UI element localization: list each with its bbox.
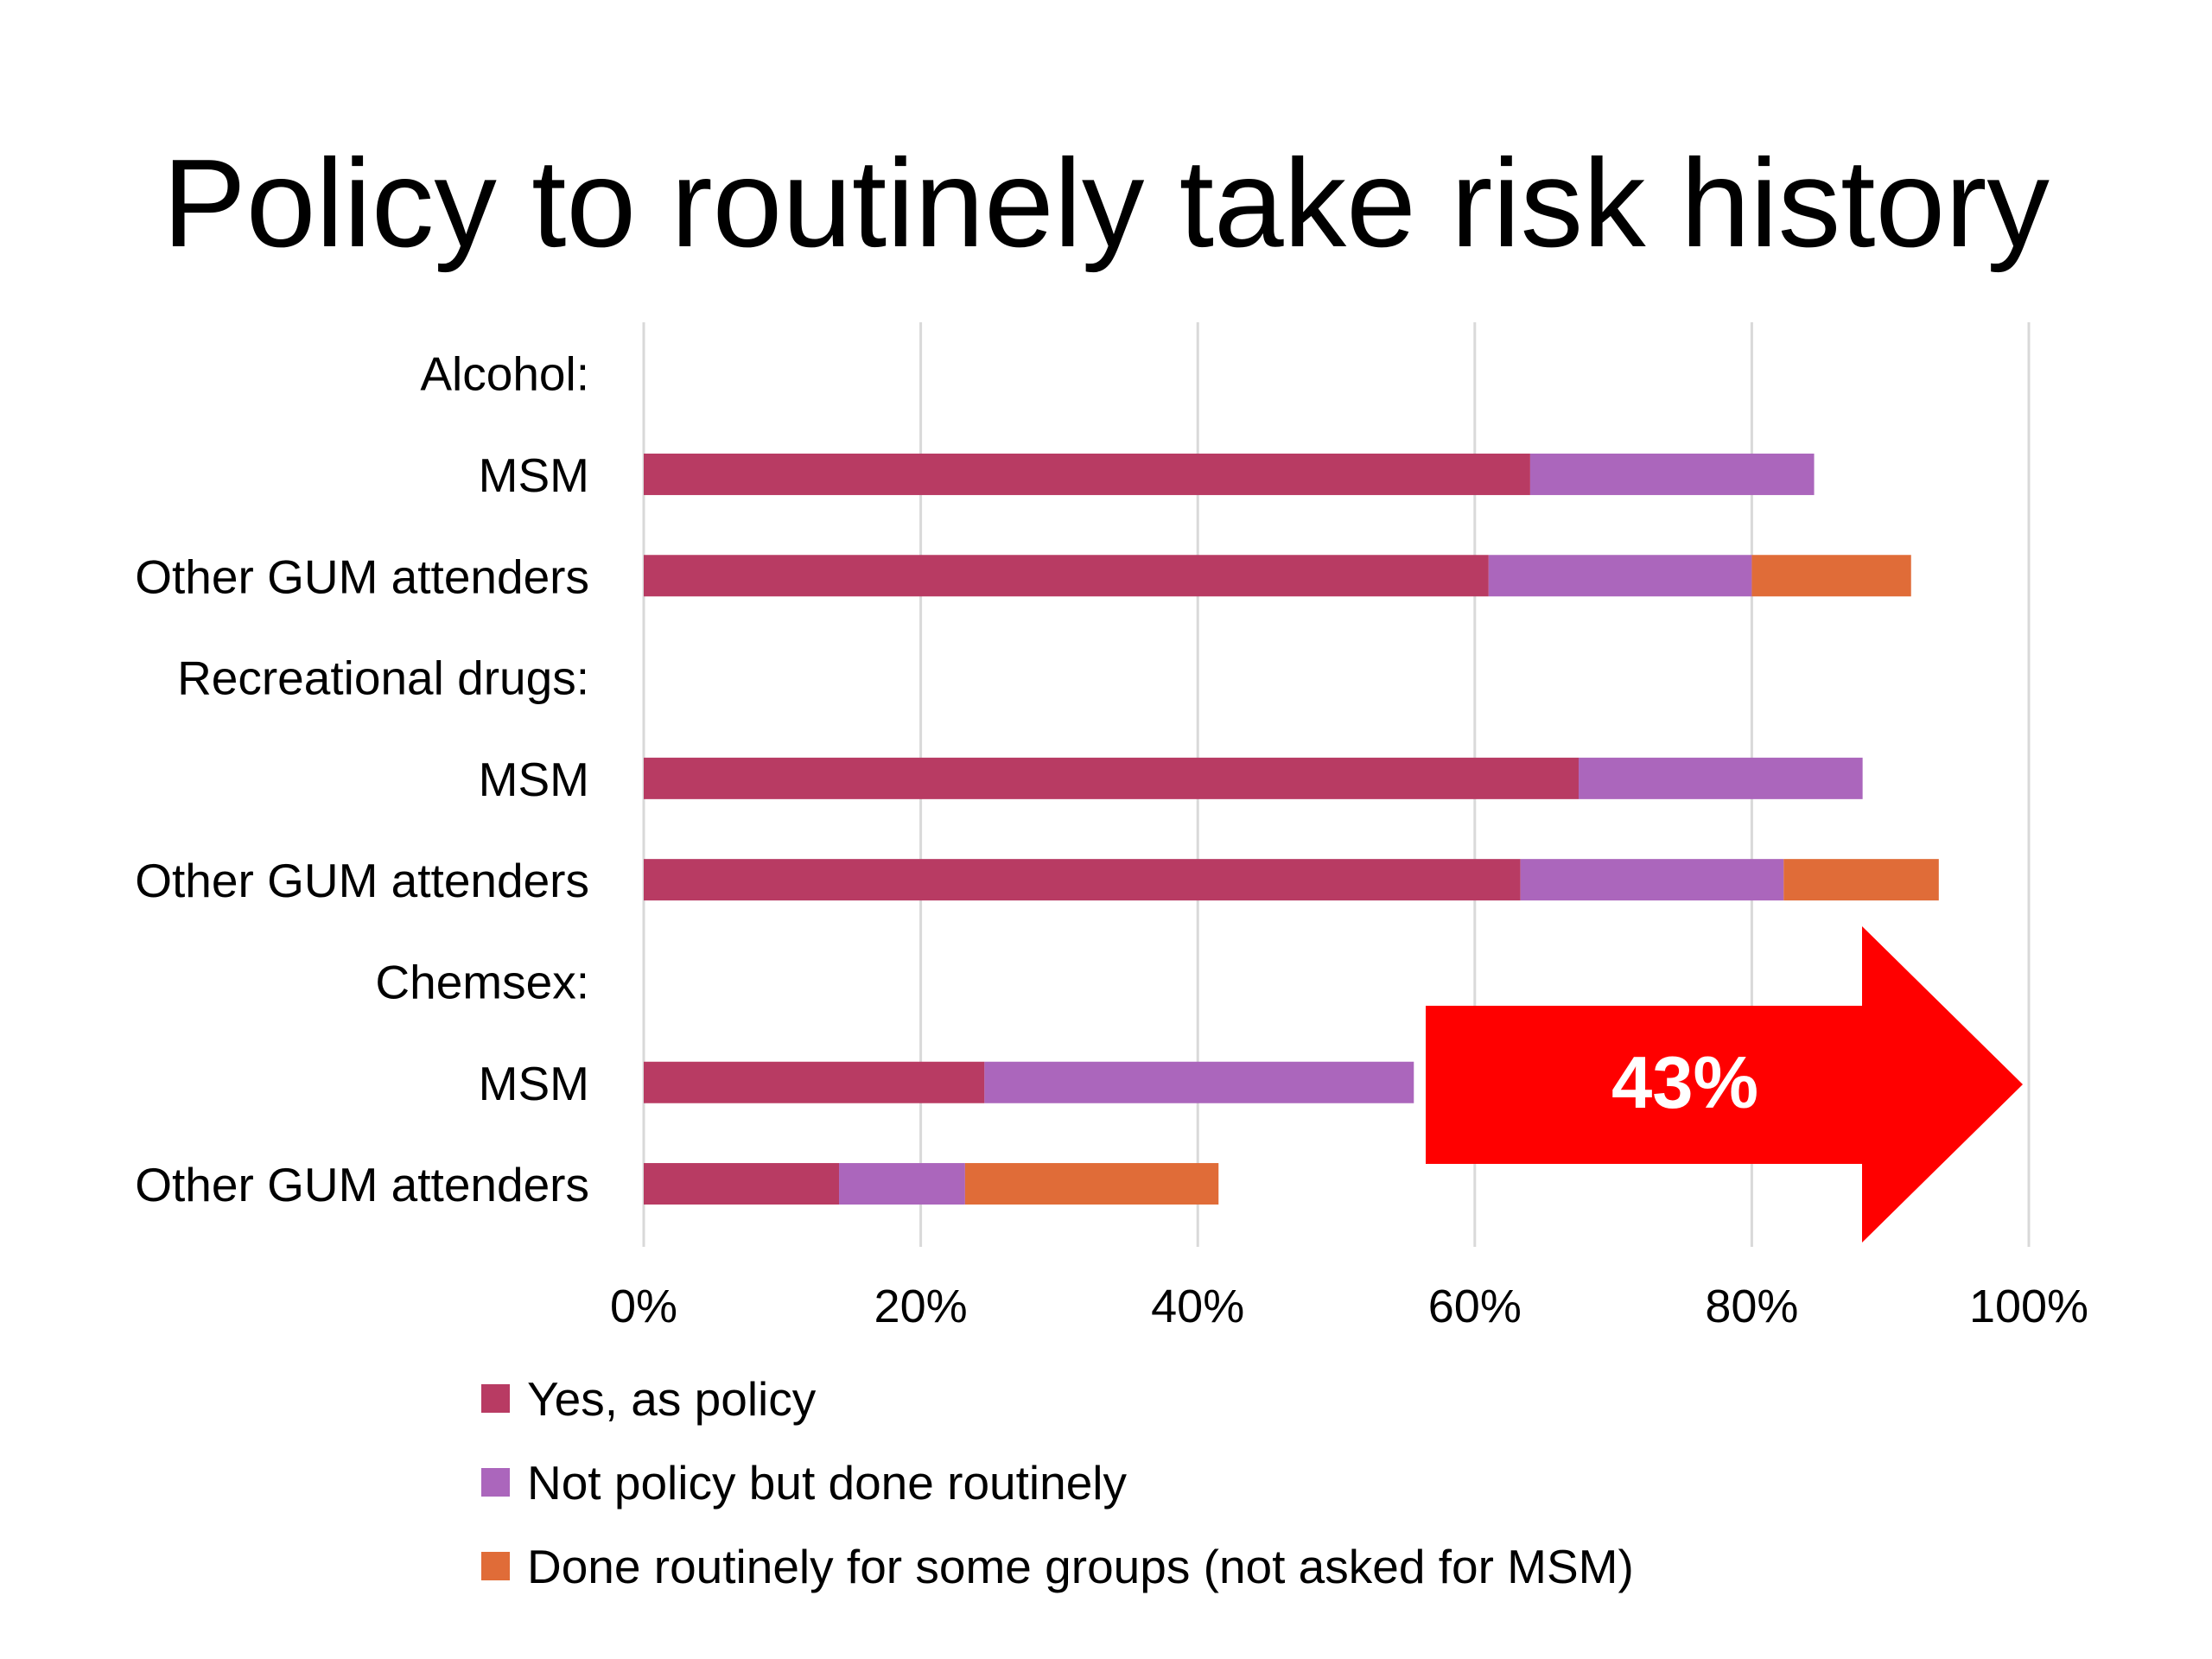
x-tick-label: 40% xyxy=(1151,1281,1244,1332)
arrow-annotation-shape xyxy=(1426,926,2023,1243)
x-tick-label: 0% xyxy=(610,1281,677,1332)
legend-label: Yes, as policy xyxy=(527,1371,817,1426)
category-label: Other GUM attenders xyxy=(135,1158,589,1211)
bar-segment xyxy=(644,453,1530,495)
category-label: Recreational drugs: xyxy=(177,652,589,705)
chart-legend: Yes, as policy Not policy but done routi… xyxy=(481,1357,1634,1608)
category-label: Alcohol: xyxy=(420,347,589,401)
category-label: Other GUM attenders xyxy=(135,854,589,907)
bar-segment xyxy=(1783,859,1939,901)
legend-label: Done routinely for some groups (not aske… xyxy=(527,1539,1634,1593)
bars xyxy=(644,453,1939,1205)
category-label: MSM xyxy=(479,753,589,806)
x-tick-label: 80% xyxy=(1705,1281,1798,1332)
legend-label: Not policy but done routinely xyxy=(527,1455,1128,1510)
legend-swatch-not-policy xyxy=(481,1468,510,1497)
x-tick-label: 100% xyxy=(1969,1281,2088,1332)
bar-segment xyxy=(1579,757,1863,799)
annotation-arrow: 43% xyxy=(1426,926,2023,1243)
bar-segment xyxy=(644,555,1489,597)
bar-segment xyxy=(644,859,1521,901)
category-label: MSM xyxy=(479,1057,589,1110)
bar-segment xyxy=(984,1061,1414,1103)
x-tick-label: 60% xyxy=(1428,1281,1522,1332)
bar-segment xyxy=(644,1163,840,1205)
bar-segment xyxy=(964,1163,1219,1205)
bar-segment xyxy=(1520,859,1784,901)
category-label: MSM xyxy=(479,448,589,502)
category-labels: Alcohol: MSM Other GUM attenders Recreation… xyxy=(135,347,589,1211)
legend-item-some-groups: Done routinely for some groups (not aske… xyxy=(481,1524,1634,1608)
bar-segment xyxy=(644,757,1580,799)
bar-segment xyxy=(1488,555,1752,597)
legend-swatch-yes-policy xyxy=(481,1384,510,1413)
legend-item-yes-policy: Yes, as policy xyxy=(481,1357,1634,1440)
bar-segment xyxy=(644,1061,985,1103)
legend-item-not-policy: Not policy but done routinely xyxy=(481,1440,1634,1524)
x-tick-label: 20% xyxy=(874,1281,968,1332)
bar-segment xyxy=(1751,555,1911,597)
bar-segment xyxy=(839,1163,965,1205)
legend-swatch-some-groups xyxy=(481,1552,510,1580)
category-label: Other GUM attenders xyxy=(135,550,589,603)
category-label: Chemsex: xyxy=(375,955,589,1008)
bar-segment xyxy=(1529,453,1815,495)
x-tick-labels: 0% 20% 40% 60% 80% 100% xyxy=(610,1281,2088,1332)
arrow-annotation-label: 43% xyxy=(1611,1042,1758,1124)
page-title: Policy to routinely take risk history xyxy=(162,133,2050,273)
